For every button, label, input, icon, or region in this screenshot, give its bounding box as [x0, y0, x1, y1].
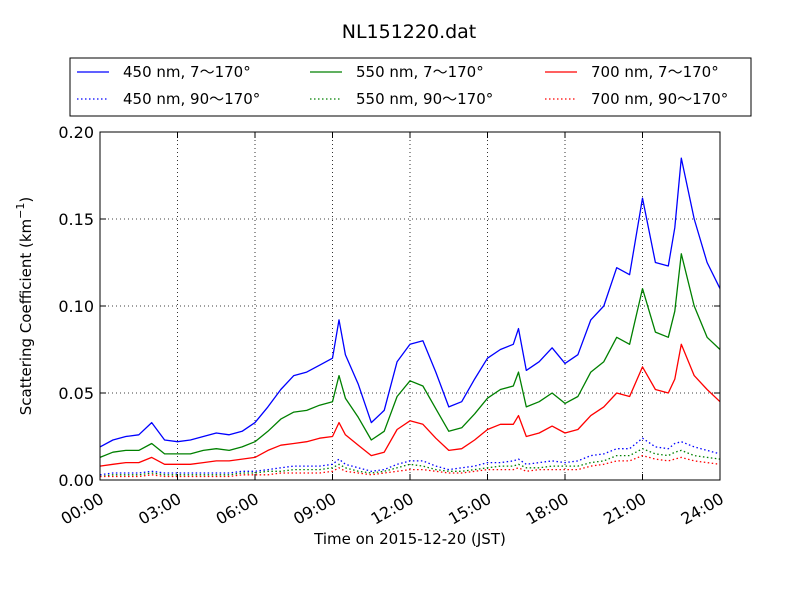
- series-line-3: [99, 343, 721, 467]
- y-axis-title-main: Scattering Coefficient (km: [17, 219, 35, 415]
- y-tick-label: 0.20: [58, 123, 94, 142]
- legend-label: 550 nm, 7～170°: [356, 63, 484, 81]
- y-tick-label: 0.05: [58, 384, 94, 403]
- series-line-1: [99, 157, 721, 448]
- series-line-6: [100, 454, 721, 478]
- y-axis-title: Scattering Coefficient (km−1): [14, 197, 35, 416]
- series-line-2: [99, 253, 721, 459]
- y-axis-title-end: ): [17, 197, 35, 203]
- legend: 450 nm, 7～170° 550 nm, 7～170° 700 nm, 7～17…: [69, 57, 752, 117]
- series-line-5: [99, 448, 721, 478]
- legend-label: 450 nm, 90～170°: [123, 90, 260, 108]
- y-axis-title-sup: −1: [14, 203, 27, 219]
- x-axis-title: Time on 2015-12-20 (JST): [313, 530, 506, 548]
- legend-label: 550 nm, 90～170°: [356, 90, 493, 108]
- y-tick-label: 0.00: [58, 471, 94, 490]
- chart-title: NL151220.dat: [342, 21, 477, 43]
- legend-label: 450 nm, 7～170°: [123, 63, 251, 81]
- series-layer: [99, 157, 721, 478]
- legend-label: 700 nm, 7～170°: [591, 63, 719, 81]
- legend-label: 700 nm, 90～170°: [591, 90, 728, 108]
- y-tick-label: 0.15: [58, 210, 94, 229]
- legend-box: [69, 57, 752, 117]
- y-tick-label: 0.10: [58, 297, 94, 316]
- series-line-4: [99, 437, 721, 476]
